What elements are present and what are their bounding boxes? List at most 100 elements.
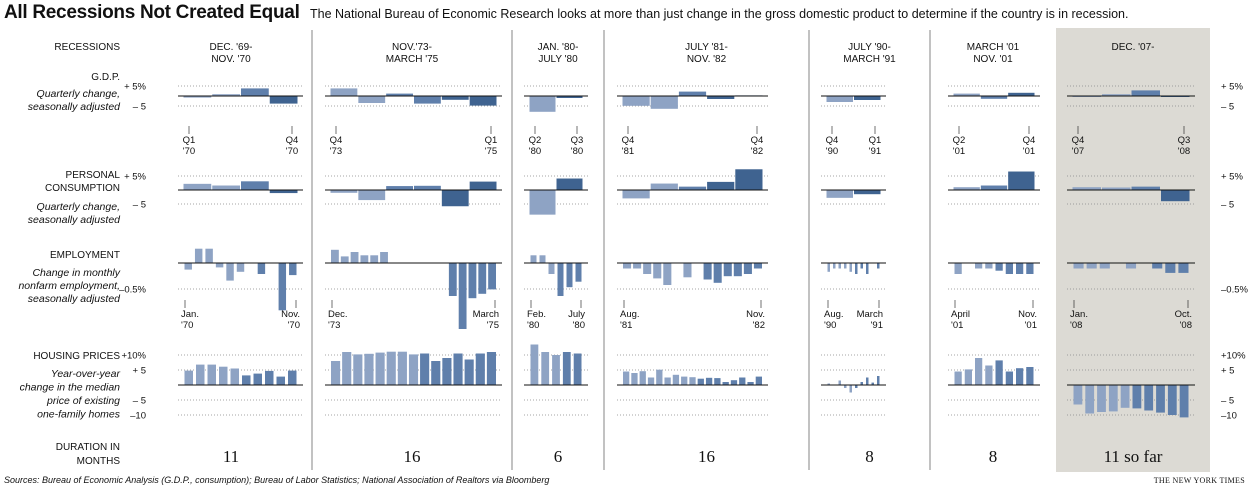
chart-bar	[257, 263, 266, 274]
month-start-label: Jan. '08	[1070, 309, 1088, 331]
chart-bar	[529, 96, 556, 112]
chart-bar	[995, 360, 1003, 385]
chart-bar	[1102, 94, 1131, 96]
chart-bar	[735, 169, 763, 190]
chart-bar	[739, 377, 746, 385]
chart-bar	[1008, 92, 1035, 96]
y-tick-label-left: + 5	[133, 366, 146, 377]
y-tick-label-left: – 5	[133, 396, 146, 407]
chart-bar	[573, 353, 582, 385]
y-tick-label-right: + 5%	[1221, 82, 1243, 93]
chart-bar	[1125, 263, 1137, 269]
chart-bar	[1152, 263, 1163, 269]
chart-subtitle: The National Bureau of Economic Research…	[310, 7, 1129, 21]
chart-bar	[1131, 90, 1160, 96]
y-tick-label-right: + 5%	[1221, 172, 1243, 183]
duration-value: 16	[698, 447, 715, 466]
chart-bar	[469, 181, 497, 190]
chart-bar	[183, 183, 212, 190]
quarter-start-label: Q1'70	[183, 135, 196, 157]
chart-bar	[631, 373, 638, 385]
chart-bar	[985, 365, 993, 385]
chart-bar	[562, 352, 571, 385]
row-label-employment: EMPLOYMENT	[50, 250, 120, 261]
month-end-label: July '80	[568, 309, 585, 331]
chart-bar	[633, 263, 642, 269]
chart-bar	[475, 353, 485, 385]
chart-bar	[975, 358, 983, 385]
y-tick-label-left: –0.5%	[119, 285, 146, 296]
chart-bar	[219, 366, 228, 385]
quarter-end-label: Q1'75	[485, 135, 498, 157]
chart-bar	[855, 385, 858, 388]
chart-bar	[556, 178, 583, 190]
chart-bar	[827, 263, 830, 272]
chart-bar	[980, 96, 1008, 99]
chart-bar	[469, 96, 497, 106]
chart-bar	[548, 263, 555, 274]
chart-bar	[330, 190, 358, 193]
row-desc-employment: Change in monthly nonfarm employment, seas…	[18, 267, 121, 305]
row-label-duration: DURATION IN MONTHS	[56, 442, 121, 467]
recession-period-label: JAN. '80-JULY '80	[538, 42, 579, 65]
chart-bar	[697, 378, 704, 385]
chart-bar	[844, 385, 847, 388]
row-desc-consumption: Quarterly change, seasonally adjusted	[28, 201, 121, 226]
row-label-housing: HOUSING PRICES	[33, 351, 120, 362]
month-end-label: Nov. '70	[281, 309, 300, 331]
chart-bar	[1131, 186, 1160, 190]
chart-bar	[707, 181, 735, 190]
chart-bar	[276, 376, 285, 385]
chart-bar	[1008, 171, 1035, 190]
chart-bar	[414, 185, 441, 190]
chart-bar	[408, 354, 419, 385]
chart-bar	[681, 376, 688, 385]
recession-period-label: DEC. '69-NOV. '70	[209, 42, 252, 65]
month-end-label: Oct. '08	[1175, 309, 1192, 331]
chart-bar	[1073, 263, 1084, 269]
y-tick-label-left: + 5%	[124, 172, 146, 183]
y-tick-label-right: –10	[1221, 411, 1237, 422]
chart-bar	[623, 263, 632, 269]
sources-note: Sources: Bureau of Economic Analysis (G.…	[4, 475, 550, 485]
chart-bar	[288, 370, 297, 385]
chart-bar	[269, 190, 298, 194]
chart-bar	[877, 263, 880, 269]
chart-bar	[871, 382, 874, 385]
quarter-end-label: Q4'70	[286, 135, 299, 157]
chart-bar	[1108, 385, 1118, 412]
month-start-label: Aug. '90	[824, 309, 844, 331]
chart-bar	[397, 351, 407, 385]
quarter-end-label: Q1'91	[869, 135, 882, 157]
chart-bar	[242, 375, 251, 385]
chart-bar	[714, 378, 721, 385]
chart-bar	[1026, 367, 1034, 385]
chart-bar	[1161, 190, 1190, 202]
chart-bar	[386, 93, 413, 96]
chart-bar	[849, 385, 852, 393]
chart-bar	[556, 96, 583, 98]
y-tick-label-right: –0.5%	[1221, 285, 1248, 296]
chart-bar	[854, 190, 881, 195]
chart-bar	[723, 263, 732, 277]
chart-bar	[530, 255, 537, 263]
chart-bar	[552, 355, 560, 385]
chart-bar	[826, 96, 853, 102]
chart-bar	[468, 263, 477, 299]
row-label-gdp: G.D.P.	[91, 72, 120, 83]
chart-bar	[826, 190, 853, 198]
chart-bar	[441, 190, 469, 207]
chart-bar	[623, 371, 630, 385]
chart-bar	[364, 353, 374, 385]
chart-bar	[458, 263, 467, 329]
chart-bar	[330, 88, 358, 96]
chart-bar	[269, 96, 298, 104]
month-start-label: April '01	[951, 309, 970, 331]
chart-bar	[331, 361, 341, 385]
chart-bar	[380, 252, 388, 263]
quarter-start-label: Q4'73	[330, 135, 343, 157]
chart-bar	[1016, 368, 1024, 385]
chart-bar	[566, 263, 573, 288]
chart-bar	[212, 185, 240, 190]
y-tick-label-right: – 5	[1221, 200, 1234, 211]
